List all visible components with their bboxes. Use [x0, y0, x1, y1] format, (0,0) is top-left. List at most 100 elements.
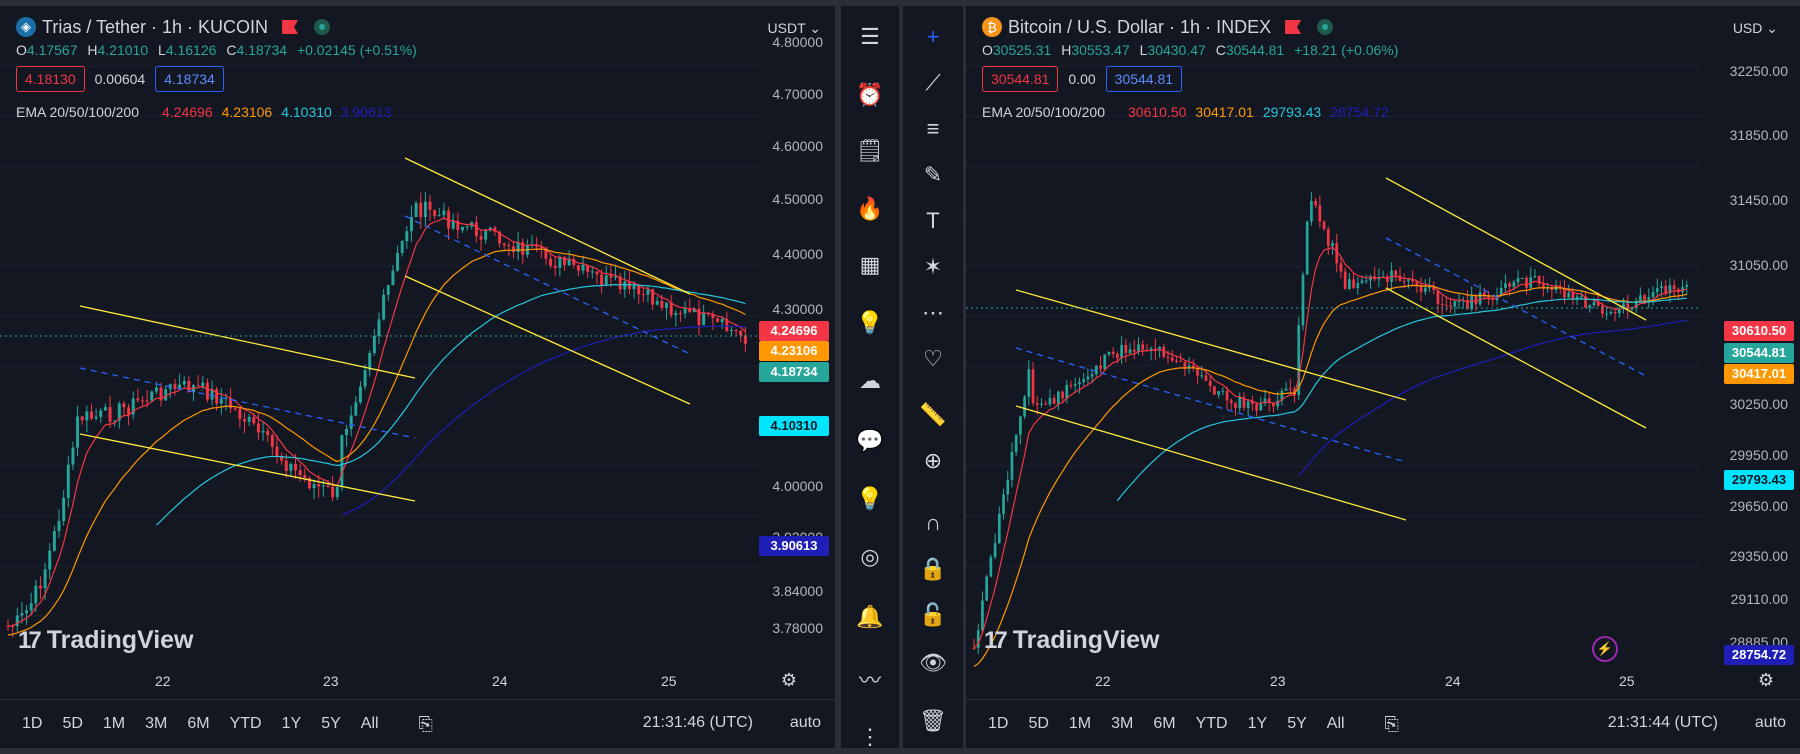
- candle-body: [1116, 353, 1119, 358]
- currency-selector[interactable]: USDT ⌄: [768, 20, 821, 37]
- candle-body: [1436, 289, 1440, 304]
- right-symbol-title-row[interactable]: ₿ Bitcoin / U.S. Dollar · 1h · INDEX: [982, 14, 1404, 40]
- timeframe-button-all[interactable]: All: [1326, 715, 1345, 732]
- right-symbol-title[interactable]: Bitcoin / U.S. Dollar · 1h · INDEX: [1008, 16, 1272, 37]
- timeframe-button-1y[interactable]: 1Y: [281, 715, 302, 732]
- right-chart-pane[interactable]: ₿ Bitcoin / U.S. Dollar · 1h · INDEX O30…: [966, 6, 1800, 748]
- timeframe-button-5d[interactable]: 5D: [1028, 715, 1049, 732]
- sell-price-button[interactable]: 4.18130: [16, 66, 85, 92]
- timeframe-button-ytd[interactable]: YTD: [229, 715, 262, 732]
- timeframe-button-5y[interactable]: 5Y: [321, 715, 341, 732]
- candle-body: [423, 201, 427, 218]
- trash-icon[interactable]: 🗑: [919, 708, 947, 733]
- timeframe-button-all[interactable]: All: [360, 715, 379, 732]
- forecast-icon[interactable]: ⋯: [922, 300, 944, 325]
- candle-body: [215, 389, 219, 404]
- pattern-icon[interactable]: ✶: [923, 254, 943, 279]
- watchlist-icon[interactable]: ☰: [860, 24, 880, 49]
- alarm-clock-icon[interactable]: ⏰: [856, 82, 884, 107]
- candle-body: [1651, 291, 1655, 298]
- candle-body: [1411, 279, 1414, 282]
- candle-body: [1419, 285, 1423, 292]
- timeframe-button-6m[interactable]: 6M: [1153, 715, 1176, 732]
- flag-icon[interactable]: [1285, 20, 1302, 34]
- candle-body: [725, 318, 729, 332]
- timeframe-button-3m[interactable]: 3M: [1111, 715, 1134, 732]
- buy-price-button[interactable]: 30544.81: [1105, 66, 1183, 92]
- settings-gear-icon[interactable]: ⚙: [1757, 670, 1774, 690]
- messages-icon[interactable]: 💬: [856, 428, 884, 453]
- text-icon[interactable]: T: [926, 208, 940, 233]
- market-status-icon[interactable]: [1317, 19, 1334, 35]
- lock-drawing-icon[interactable]: 🔒: [919, 556, 947, 581]
- eye-icon[interactable]: 👁: [919, 650, 947, 675]
- tradingview-watermark: 17 TradingView: [984, 626, 1160, 655]
- timeframe-button-5d[interactable]: 5D: [62, 715, 83, 732]
- candle-body: [358, 386, 362, 403]
- bell-icon[interactable]: 🔔: [856, 604, 884, 629]
- currency-selector[interactable]: USD ⌄: [1733, 20, 1778, 37]
- lightning-icon[interactable]: ⚡: [1592, 636, 1618, 662]
- candle-body: [1267, 398, 1271, 403]
- date-range-icon[interactable]: ⎘: [418, 713, 433, 734]
- right-chart-plot[interactable]: [966, 6, 1800, 696]
- price-tag: 4.24696: [759, 321, 829, 341]
- right-ema-legend[interactable]: EMA 20/50/100/200 30610.50 30417.01 2979…: [982, 104, 1404, 120]
- ruler-icon[interactable]: 📏: [919, 402, 947, 427]
- candle-body: [71, 447, 75, 465]
- timeframe-button-1m[interactable]: 1M: [102, 715, 126, 732]
- candle-body: [1014, 434, 1018, 453]
- left-chart-plot[interactable]: [0, 6, 835, 696]
- magnet-icon[interactable]: ∩: [925, 510, 941, 535]
- timeframe-button-3m[interactable]: 3M: [145, 715, 168, 732]
- utc-clock[interactable]: 21:31:46 (UTC): [642, 714, 753, 731]
- candle-body: [1596, 301, 1600, 306]
- timeframe-button-1m[interactable]: 1M: [1068, 715, 1092, 732]
- calendar-icon[interactable]: ▦: [859, 252, 881, 277]
- flame-icon[interactable]: 🔥: [856, 196, 884, 221]
- left-symbol-title-row[interactable]: ◈ Trias / Tether · 1h · KUCOIN: [16, 14, 423, 40]
- heart-icon[interactable]: ♡: [923, 346, 943, 371]
- timeframe-button-1d[interactable]: 1D: [988, 715, 1009, 732]
- left-ema-legend[interactable]: EMA 20/50/100/200 4.24696 4.23106 4.1031…: [16, 104, 423, 120]
- chart-wave-icon[interactable]: 〰: [858, 668, 881, 693]
- lightbulb-icon[interactable]: 💡: [856, 310, 884, 335]
- sell-price-button[interactable]: 30544.81: [982, 66, 1059, 92]
- candle-body: [660, 300, 664, 308]
- timeframe-button-1y[interactable]: 1Y: [1247, 715, 1268, 732]
- add-note-icon[interactable]: 🗒: [856, 138, 884, 163]
- settings-gear-icon[interactable]: ⚙: [780, 670, 797, 690]
- candle-body: [182, 381, 186, 385]
- date-range-icon[interactable]: ⎘: [1384, 713, 1399, 734]
- candle-body: [502, 243, 506, 246]
- trend-line-icon[interactable]: ⟋: [925, 70, 941, 95]
- auto-scale-button[interactable]: auto: [789, 714, 821, 731]
- ideas-stream-icon[interactable]: 💡: [856, 486, 884, 511]
- chat-cloud-icon[interactable]: ☁: [859, 368, 881, 393]
- candle-body: [1499, 287, 1503, 296]
- candle-body: [210, 389, 214, 400]
- buy-price-button[interactable]: 4.18734: [155, 66, 224, 92]
- timeframe-button-6m[interactable]: 6M: [187, 715, 210, 732]
- timeframe-button-ytd[interactable]: YTD: [1195, 715, 1228, 732]
- fib-lines-icon[interactable]: ≡: [926, 116, 940, 141]
- unlock-icon[interactable]: 🔓: [919, 602, 947, 627]
- crosshair-icon[interactable]: +: [926, 24, 940, 49]
- left-chart-pane[interactable]: ◈ Trias / Tether · 1h · KUCOIN O4.17567 …: [0, 6, 835, 748]
- flag-icon[interactable]: [282, 20, 299, 34]
- candle-body: [108, 407, 112, 422]
- left-symbol-title[interactable]: Trias / Tether · 1h · KUCOIN: [42, 16, 269, 37]
- auto-scale-button[interactable]: auto: [1754, 714, 1786, 731]
- more-icon[interactable]: ⋮: [859, 724, 881, 749]
- zoom-in-icon[interactable]: ⊕: [923, 448, 943, 473]
- timeframe-button-1d[interactable]: 1D: [22, 715, 43, 732]
- brush-icon[interactable]: ✎: [923, 162, 943, 187]
- tradingview-watermark: 17 TradingView: [18, 626, 194, 655]
- timeframe-button-5y[interactable]: 5Y: [1287, 715, 1307, 732]
- market-status-icon[interactable]: [314, 19, 331, 35]
- candle-body: [1057, 391, 1060, 404]
- candle-body: [1571, 292, 1575, 299]
- candle-body: [377, 319, 381, 337]
- broadcast-icon[interactable]: ◎: [860, 544, 880, 569]
- utc-clock[interactable]: 21:31:44 (UTC): [1607, 714, 1718, 731]
